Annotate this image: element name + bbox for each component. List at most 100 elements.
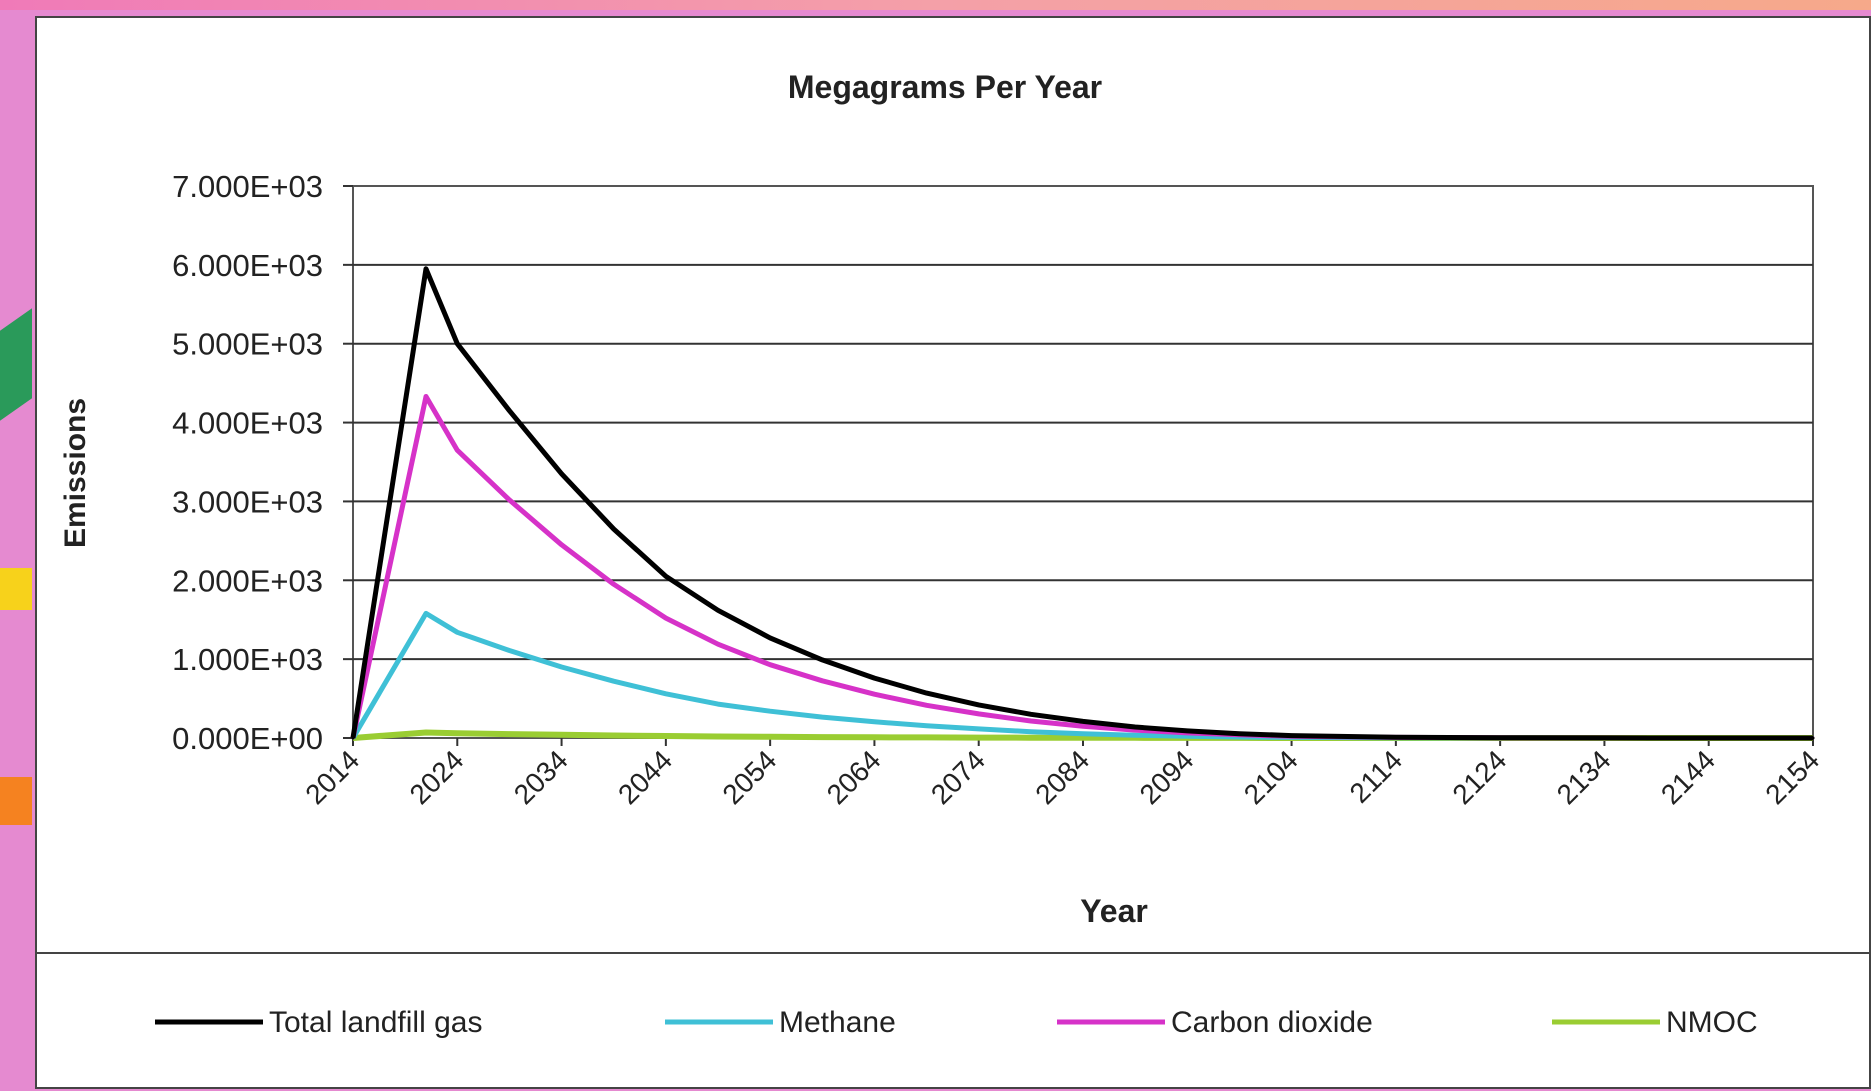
data-point <box>716 702 720 706</box>
data-point <box>455 731 459 735</box>
x-tick-label: 2114 <box>1344 744 1409 809</box>
data-point <box>820 735 824 739</box>
data-point <box>507 732 511 736</box>
data-point <box>872 735 876 739</box>
legend-label: Total landfill gas <box>269 1006 482 1039</box>
y-tick-label: 1.000E+03 <box>172 642 323 677</box>
data-point <box>820 658 824 662</box>
data-point <box>424 730 428 734</box>
data-point <box>925 735 929 739</box>
data-point <box>455 448 459 452</box>
data-point <box>820 715 824 719</box>
data-point <box>1081 719 1085 723</box>
data-point <box>872 692 876 696</box>
x-tick-label: 2094 <box>1134 744 1200 810</box>
decorative-shape-yellow <box>0 568 32 610</box>
data-point <box>424 611 428 615</box>
x-tick-label: 2074 <box>925 744 991 810</box>
x-tick-label: 2144 <box>1655 744 1721 810</box>
data-point <box>1133 725 1137 729</box>
data-point <box>1707 736 1711 740</box>
data-point <box>925 703 929 707</box>
data-point <box>977 736 981 740</box>
data-point <box>925 724 929 728</box>
data-point <box>507 648 511 652</box>
data-point <box>1394 735 1398 739</box>
data-point <box>1811 736 1815 740</box>
data-point <box>716 608 720 612</box>
data-point <box>612 582 616 586</box>
x-tick-label: 2044 <box>612 744 678 810</box>
data-point <box>1498 736 1502 740</box>
data-point <box>612 733 616 737</box>
data-point <box>664 574 668 578</box>
data-point <box>560 733 564 737</box>
data-point <box>560 543 564 547</box>
data-point <box>560 665 564 669</box>
data-point <box>977 712 981 716</box>
data-point <box>768 663 772 667</box>
x-tick-label: 2124 <box>1446 744 1512 810</box>
data-point <box>1081 724 1085 728</box>
chart-title: Megagrams Per Year <box>788 69 1102 105</box>
data-point <box>507 498 511 502</box>
data-point <box>1029 736 1033 740</box>
legend-label: NMOC <box>1666 1006 1758 1039</box>
x-tick-label: 2054 <box>716 744 782 810</box>
data-point <box>424 395 428 399</box>
data-point <box>1133 733 1137 737</box>
data-point <box>1185 734 1189 738</box>
y-tick-label: 4.000E+03 <box>172 406 323 441</box>
data-point <box>1237 732 1241 736</box>
x-tick-label: 2024 <box>404 744 470 810</box>
data-point <box>977 727 981 731</box>
x-tick-label: 2064 <box>821 744 887 810</box>
decorative-shape-green <box>0 308 32 442</box>
data-point <box>612 679 616 683</box>
x-tick-label: 2034 <box>508 744 574 810</box>
series-line <box>350 266 1813 741</box>
data-point <box>768 709 772 713</box>
x-tick-label: 2154 <box>1759 744 1825 810</box>
chart-panel: Megagrams Per Year Emissions Year 0.000E… <box>35 16 1871 1089</box>
plot-area <box>352 185 1814 739</box>
y-tick-label: 7.000E+03 <box>172 169 323 204</box>
y-tick-label: 3.000E+03 <box>172 484 323 519</box>
data-point <box>664 692 668 696</box>
data-point <box>716 735 720 739</box>
data-point <box>872 676 876 680</box>
data-point <box>664 616 668 620</box>
x-tick-label: 2084 <box>1029 744 1095 810</box>
data-point <box>1185 729 1189 733</box>
y-tick-label: 0.000E+00 <box>172 721 323 756</box>
data-point <box>925 691 929 695</box>
data-point <box>664 734 668 738</box>
data-point <box>820 679 824 683</box>
data-point <box>560 472 564 476</box>
data-point <box>1029 719 1033 723</box>
data-point <box>716 642 720 646</box>
y-tick-label: 5.000E+03 <box>172 327 323 362</box>
x-tick-label: 2104 <box>1238 744 1304 810</box>
data-point <box>872 720 876 724</box>
background-edge <box>0 0 1871 10</box>
data-point <box>1029 730 1033 734</box>
data-point <box>1081 732 1085 736</box>
data-point <box>1029 712 1033 716</box>
data-point <box>507 409 511 413</box>
y-axis-label: Emissions <box>59 398 92 548</box>
data-point <box>351 736 355 740</box>
y-tick-label: 2.000E+03 <box>172 563 323 598</box>
y-tick-label: 6.000E+03 <box>172 248 323 283</box>
data-point <box>768 735 772 739</box>
data-point <box>1290 734 1294 738</box>
x-tick-label: 2134 <box>1551 744 1617 810</box>
data-point <box>977 703 981 707</box>
emissions-chart: Megagrams Per Year Emissions Year 0.000E… <box>37 69 1871 1039</box>
data-point <box>455 630 459 634</box>
data-point <box>1602 736 1606 740</box>
data-point <box>424 267 428 271</box>
data-point <box>1081 736 1085 740</box>
data-point <box>768 636 772 640</box>
legend-label: Methane <box>779 1006 896 1039</box>
